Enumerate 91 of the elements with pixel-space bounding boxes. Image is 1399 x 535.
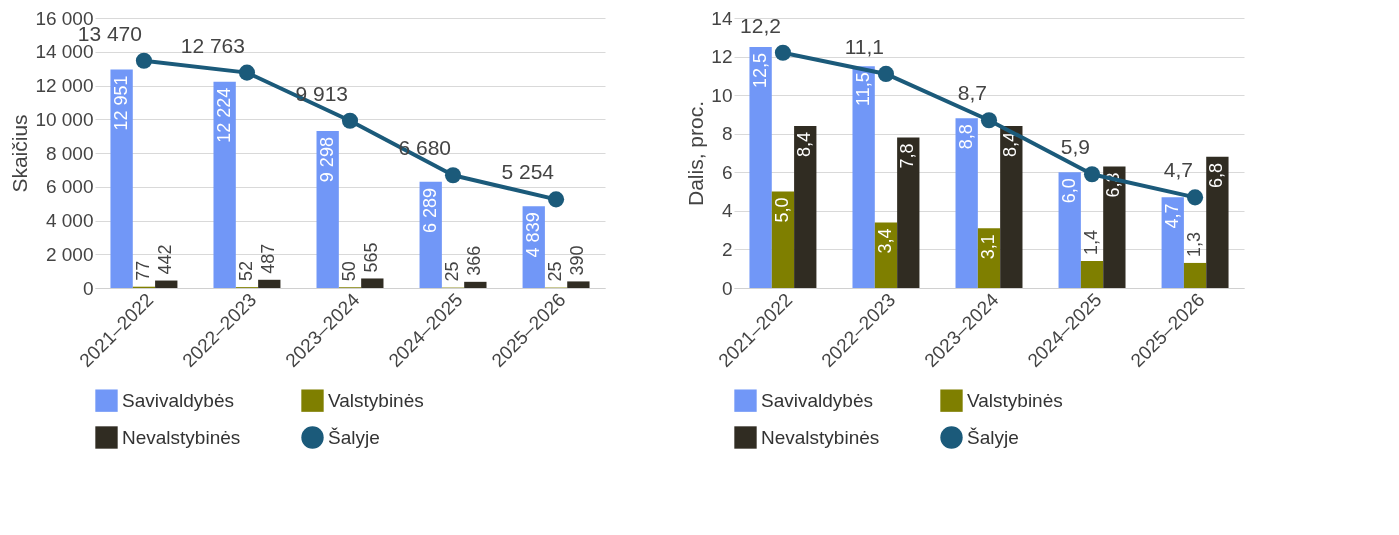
y-tick-label: 2 bbox=[721, 238, 733, 260]
bar bbox=[1161, 197, 1184, 288]
y-tick-label: 8 bbox=[721, 123, 733, 145]
bar bbox=[1058, 172, 1081, 288]
legend-label: Savivaldybės bbox=[122, 389, 234, 411]
bar bbox=[1080, 261, 1104, 288]
data-label: 8,8 bbox=[955, 124, 976, 150]
point bbox=[341, 112, 359, 129]
y-tick-label: 6 000 bbox=[45, 176, 94, 198]
data-label: 5,9 bbox=[1060, 135, 1091, 159]
data-label: 5,0 bbox=[771, 197, 792, 223]
data-label: 4 839 bbox=[522, 212, 543, 258]
legend-label: Šalyje bbox=[967, 426, 1019, 448]
y-tick-label: 2 000 bbox=[45, 243, 94, 265]
y-tick-label: 12 000 bbox=[35, 75, 94, 96]
data-label: 4,7 bbox=[1161, 203, 1182, 229]
data-label: 8,4 bbox=[794, 132, 815, 158]
bar bbox=[1206, 156, 1229, 288]
data-label: 5 254 bbox=[501, 160, 555, 184]
data-label: 7,8 bbox=[897, 143, 918, 169]
bar bbox=[110, 69, 133, 288]
data-label: 50 bbox=[339, 261, 359, 282]
bar bbox=[464, 281, 487, 288]
y-tick-label: 4 000 bbox=[45, 210, 94, 231]
bar bbox=[258, 279, 281, 288]
data-label: 52 bbox=[235, 261, 256, 282]
bar bbox=[794, 126, 817, 288]
data-label: 12 224 bbox=[213, 87, 234, 143]
y-tick-label: 14 bbox=[711, 7, 733, 29]
bar bbox=[1103, 166, 1126, 288]
legend-label: Valstybinės bbox=[967, 389, 1063, 411]
data-label: 25 bbox=[545, 261, 566, 282]
bar bbox=[213, 81, 236, 288]
y-tick-label: 0 bbox=[82, 277, 94, 299]
data-label: 8,7 bbox=[957, 81, 987, 105]
data-label: 11,5 bbox=[852, 72, 873, 106]
point bbox=[877, 65, 895, 82]
y-tick-label: 4 bbox=[721, 200, 733, 222]
bar bbox=[567, 281, 590, 288]
data-label: 6 289 bbox=[419, 187, 440, 233]
data-label: 4,7 bbox=[1163, 158, 1194, 182]
bar bbox=[361, 278, 384, 288]
data-label: 12,5 bbox=[749, 52, 770, 88]
data-label: 3,4 bbox=[874, 228, 895, 254]
bar bbox=[897, 137, 920, 288]
y-axis-title: Dalis, proc. bbox=[684, 100, 708, 207]
legend-label: Nevalstybinės bbox=[761, 426, 880, 448]
bar bbox=[749, 46, 772, 288]
point bbox=[444, 167, 462, 184]
data-label: 6,8 bbox=[1206, 162, 1227, 188]
data-label: 9 298 bbox=[316, 137, 337, 183]
data-label: 487 bbox=[258, 243, 279, 274]
y-tick-label: 8 000 bbox=[45, 142, 94, 164]
point bbox=[1083, 166, 1101, 183]
data-label: 11,1 bbox=[844, 34, 884, 58]
data-label: 1,4 bbox=[1081, 229, 1102, 255]
legend-label: Šalyje bbox=[328, 426, 380, 448]
data-label: 390 bbox=[567, 245, 588, 276]
data-label: 3,1 bbox=[978, 234, 998, 260]
bar bbox=[1000, 126, 1023, 288]
point bbox=[774, 44, 791, 61]
point bbox=[238, 64, 256, 81]
data-label: 366 bbox=[464, 245, 485, 276]
data-label: 12,2 bbox=[740, 13, 781, 37]
data-label: 442 bbox=[155, 244, 176, 275]
legend-label: Nevalstybinės bbox=[122, 426, 241, 448]
point bbox=[1187, 189, 1204, 206]
legend-label: Savivaldybės bbox=[761, 389, 873, 411]
y-tick-label: 0 bbox=[721, 277, 733, 299]
bar bbox=[771, 191, 795, 288]
data-label: 77 bbox=[132, 260, 153, 281]
bar bbox=[852, 66, 875, 288]
data-label: 25 bbox=[442, 261, 463, 282]
data-label: 12 951 bbox=[110, 75, 131, 131]
bar bbox=[1183, 262, 1207, 288]
y-tick-label: 6 bbox=[721, 161, 733, 183]
y-axis-title: Skaičius bbox=[8, 114, 32, 193]
data-label: 12 763 bbox=[180, 33, 245, 57]
data-label: 565 bbox=[361, 242, 382, 273]
bar bbox=[955, 118, 978, 288]
point bbox=[548, 191, 565, 208]
y-tick-label: 14 000 bbox=[35, 41, 94, 63]
y-tick-label: 12 bbox=[711, 46, 733, 68]
bar bbox=[155, 280, 178, 288]
data-label: 6,0 bbox=[1058, 178, 1079, 204]
point bbox=[135, 52, 152, 69]
data-label: 1,3 bbox=[1184, 231, 1205, 257]
point bbox=[980, 112, 998, 129]
legend-label: Valstybinės bbox=[328, 389, 424, 411]
y-tick-label: 10 bbox=[711, 84, 733, 106]
y-tick-label: 10 000 bbox=[35, 108, 94, 130]
